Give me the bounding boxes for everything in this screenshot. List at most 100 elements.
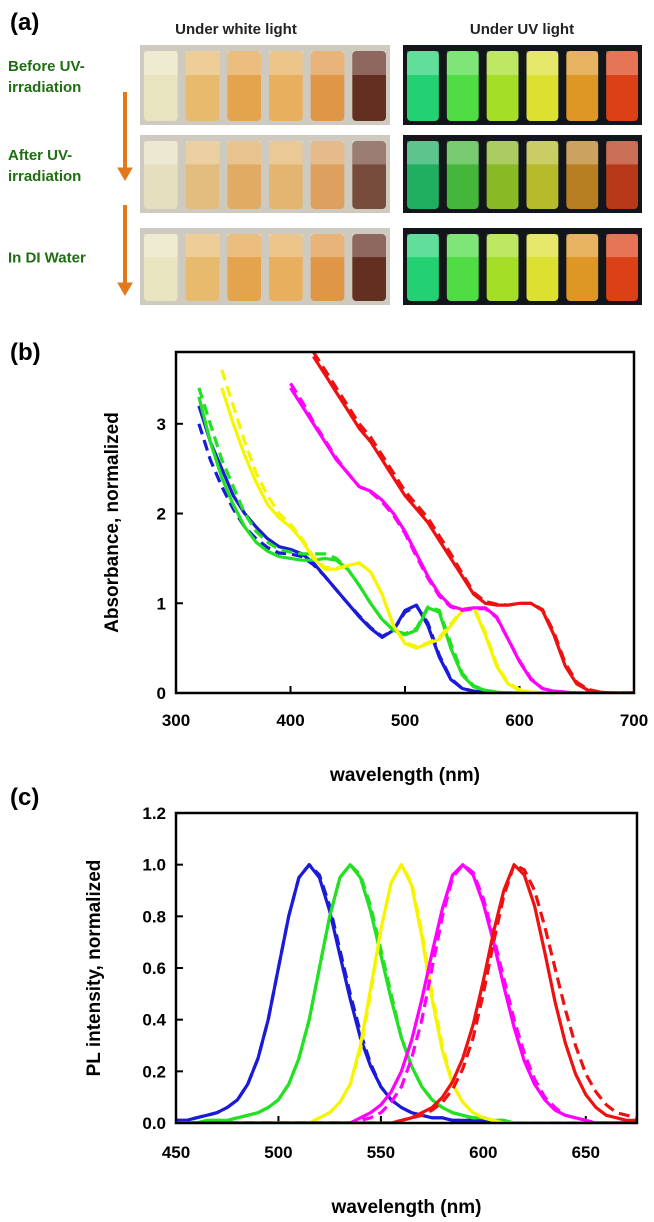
x-tick-label: 650 [572,1143,600,1162]
series-line [176,863,637,1123]
vial [310,234,345,301]
x-tick-label: 450 [162,1143,190,1162]
series-line [176,863,637,1123]
vial-glass [352,51,386,75]
vial [606,51,638,121]
vial-glass [446,234,479,258]
vial-glass [269,141,303,165]
vial [310,141,345,209]
vial [185,234,220,301]
vial-glass [566,141,599,165]
plot-area [176,863,637,1123]
x-tick-label: 500 [264,1143,292,1162]
vial-glass [269,234,303,258]
column-title: Under UV light [470,21,574,38]
arrows [117,92,133,296]
vial [407,141,439,209]
vial-glass [310,51,345,75]
vial-glass [486,234,519,258]
x-tick-label: 600 [505,711,533,730]
x-tick-label: 600 [469,1143,497,1162]
vial [269,234,303,301]
x-tick-label: 500 [391,711,419,730]
photo [403,228,642,305]
vial [185,141,220,209]
x-tick-label: 400 [276,711,304,730]
vial [407,234,439,301]
series-line [312,355,634,693]
vial-glass [185,51,220,75]
y-tick-label: 1.0 [142,856,166,875]
photo [140,228,390,305]
vial [227,234,261,301]
series-line [176,863,637,1123]
vial [526,234,559,301]
photo [140,135,390,213]
series-line [197,396,634,693]
series-line [176,863,637,1123]
y-tick-label: 0.4 [142,1011,166,1030]
y-tick-label: 0.8 [142,907,166,926]
row-label: Before UV- [8,58,85,75]
vial [486,51,519,121]
panel-label: (b) [10,339,41,366]
vial-glass [185,234,220,258]
vial-glass [227,234,261,258]
photo [403,45,642,125]
vial [144,141,178,209]
vial [486,141,519,209]
vial-glass [227,51,261,75]
vial [144,234,178,301]
vial [407,51,439,121]
series-line [176,863,637,1123]
y-tick-label: 2 [157,505,166,524]
vial-glass [144,141,178,165]
y-tick-label: 0.0 [142,1114,166,1133]
vial [446,141,479,209]
photo [403,135,642,213]
vial [606,141,638,209]
vial [144,51,178,121]
x-tick-label: 300 [162,711,190,730]
vial [352,51,386,121]
y-tick-label: 0.2 [142,1062,166,1081]
series-line [289,382,634,693]
row-label: In DI Water [8,250,86,267]
vial-glass [227,141,261,165]
x-axis-title: wavelength (nm) [331,1197,482,1218]
vial [446,234,479,301]
vial [185,51,220,121]
panel-label: (c) [10,784,39,811]
vial-glass [446,141,479,165]
vial-glass [526,141,559,165]
series-line [176,863,637,1123]
vial [269,141,303,209]
vial-glass [566,51,599,75]
vial [526,51,559,121]
x-axis-title: wavelength (nm) [329,765,480,786]
vial-glass [606,51,638,75]
series-line [176,863,637,1123]
vial-glass [446,51,479,75]
plot-area [197,352,634,693]
axes-frame [174,350,636,695]
row-label: After UV- [8,147,72,164]
vial [566,141,599,209]
vial-glass [486,141,519,165]
vial-glass [352,234,386,258]
y-tick-label: 0 [157,684,166,703]
vial-glass [526,51,559,75]
vial-glass [566,234,599,258]
vial-glass [407,234,439,258]
vial-glass [310,141,345,165]
vial [526,141,559,209]
vial-glass [185,141,220,165]
y-tick-label: 0.6 [142,959,166,978]
vial-glass [310,234,345,258]
y-tick-label: 3 [157,415,166,434]
panel-label: (a) [10,9,39,36]
series-line [289,387,634,693]
vial [227,141,261,209]
photo [140,45,390,125]
